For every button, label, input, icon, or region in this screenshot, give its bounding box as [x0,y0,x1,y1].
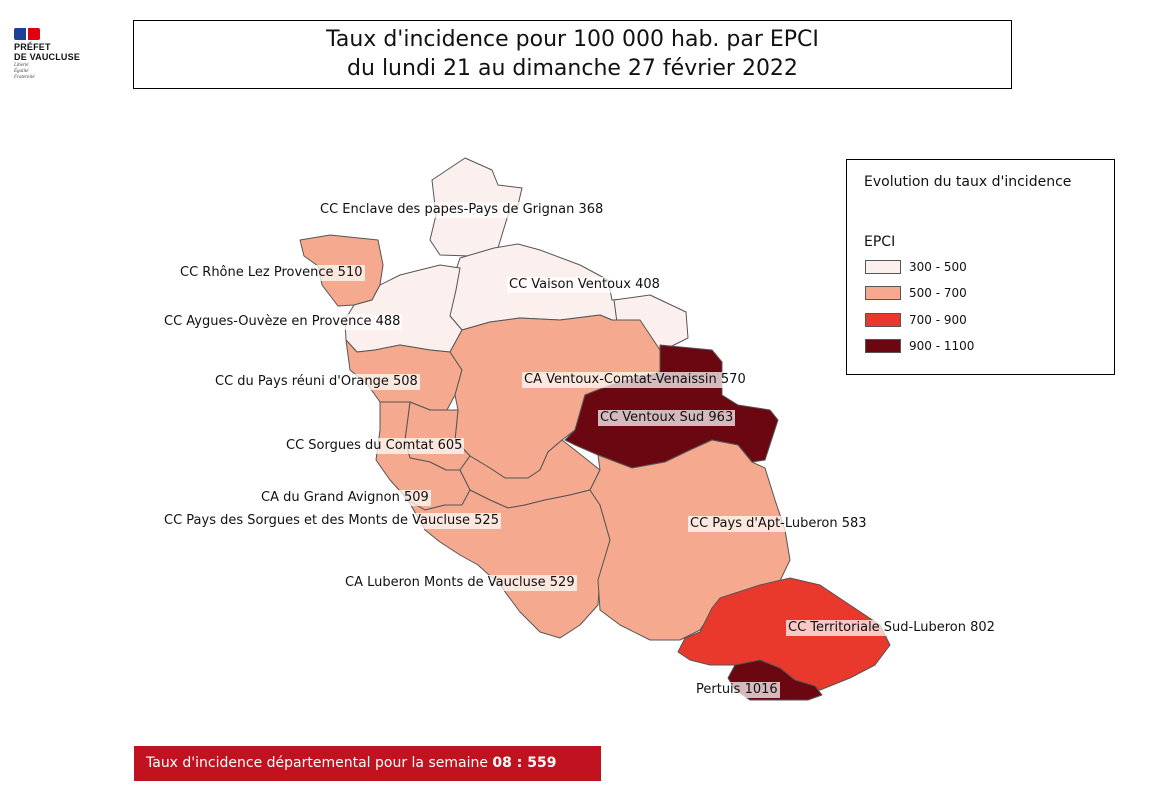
legend-title: Evolution du taux d'incidence [864,174,1072,190]
label-ventoux-sud: CC Ventoux Sud 963 [598,410,736,426]
label-vaison-ventoux: CC Vaison Ventoux 408 [507,277,662,293]
label-pays-des-sorgues: CC Pays des Sorgues et des Monts de Vauc… [162,513,501,529]
label-territoriale-sud-luberon: CC Territoriale Sud-Luberon 802 [786,620,997,636]
label-enclave-des-papes: CC Enclave des papes-Pays de Grignan 368 [318,202,606,218]
logo-motto: Liberté Égalité Fraternité [14,63,35,80]
logo-line-2: DE VAUCLUSE [14,52,81,62]
marianne-flag-icon [14,28,40,40]
label-rhone-lez-provence: CC Rhône Lez Provence 510 [178,265,365,281]
map-title-line-1: Taux d'incidence pour 100 000 hab. par E… [326,27,819,52]
label-ventoux-comtat-venaissin: CA Ventoux-Comtat-Venaissin 570 [522,372,748,388]
label-luberon-monts-de-vaucluse: CA Luberon Monts de Vaucluse 529 [343,575,577,591]
departmental-rate-banner: Taux d'incidence départemental pour la s… [134,746,601,781]
prefecture-logo: PRÉFET DE VAUCLUSE Liberté Égalité Frate… [14,28,104,81]
legend-swatch [865,313,901,327]
legend-item-label: 300 - 500 [909,260,967,274]
map-title-line-2: du lundi 21 au dimanche 27 février 2022 [347,56,798,81]
legend-swatch [865,339,901,353]
legend-subtitle: EPCI [864,234,896,250]
label-aygues-ouveze: CC Aygues-Ouvèze en Provence 488 [162,314,403,330]
map-legend: Evolution du taux d'incidence EPCI 300 -… [846,159,1115,375]
legend-item-label: 500 - 700 [909,286,967,300]
legend-swatch [865,286,901,300]
logo-line-1: PRÉFET [14,42,51,52]
banner-value: 08 : 559 [492,755,557,771]
label-pertuis: Pertuis 1016 [694,682,780,698]
label-sorgues-du-comtat: CC Sorgues du Comtat 605 [284,438,465,454]
legend-item-label: 900 - 1100 [909,339,975,353]
legend-swatch [865,260,901,274]
banner-text: Taux d'incidence départemental pour la s… [146,755,493,771]
legend-item-label: 700 - 900 [909,313,967,327]
map-title: Taux d'incidence pour 100 000 hab. par E… [133,20,1012,89]
label-grand-avignon: CA du Grand Avignon 509 [259,490,431,506]
label-pays-d-apt-luberon: CC Pays d'Apt-Luberon 583 [688,516,869,532]
label-pays-reuni-orange: CC du Pays réuni d'Orange 508 [213,374,420,390]
